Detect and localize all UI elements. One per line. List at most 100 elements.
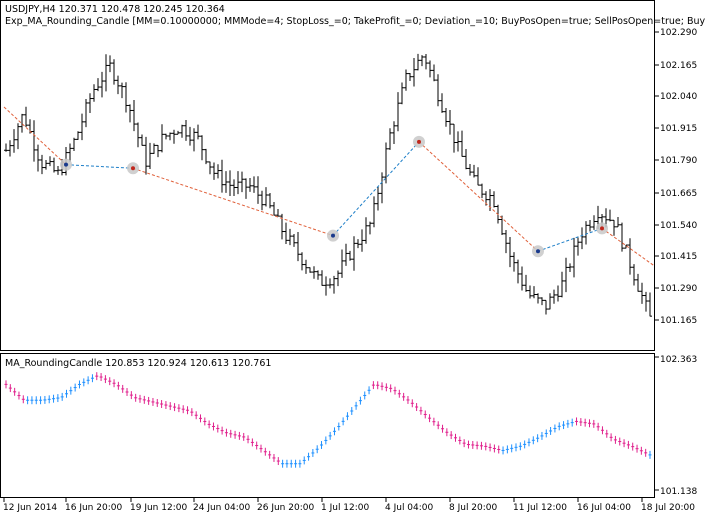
sell-trade-marker[interactable] <box>127 162 139 175</box>
indicator-scale[interactable]: 102.363 101.138 <box>655 355 697 497</box>
indicator-bars-layer <box>4 372 652 468</box>
indicator-bar <box>358 396 362 405</box>
indicator-bar <box>190 408 194 417</box>
trade-connector-line <box>132 167 334 237</box>
candle <box>380 172 384 204</box>
indicator-bar <box>328 431 332 440</box>
candle <box>536 293 540 304</box>
candle <box>92 84 96 102</box>
candle <box>584 221 588 245</box>
sell-trade-marker[interactable] <box>413 135 425 148</box>
candle <box>188 126 192 146</box>
candle <box>552 289 556 304</box>
indicator-bar <box>583 418 587 427</box>
indicator-bar <box>471 441 475 449</box>
candle <box>508 237 512 268</box>
time-label: 26 Jun 20:00 <box>257 503 314 513</box>
buy-trade-marker[interactable] <box>532 245 544 258</box>
candle <box>500 215 504 236</box>
candle <box>372 196 376 228</box>
sell-trade-marker[interactable] <box>596 222 608 235</box>
time-axis[interactable]: 12 Jun 2014 16 Jun 20:00 19 Jun 12:00 24… <box>3 498 695 513</box>
candle <box>572 237 576 278</box>
candle <box>416 53 420 71</box>
candle <box>212 162 216 180</box>
candle <box>208 161 212 175</box>
indicator-bar <box>566 419 570 428</box>
candle <box>276 208 280 217</box>
candle <box>148 142 152 169</box>
indicator-bar <box>523 440 527 449</box>
candle <box>336 270 340 287</box>
candle <box>360 229 364 252</box>
indicator-bar <box>194 411 198 420</box>
indicator-bar <box>622 439 626 448</box>
candle <box>504 230 508 254</box>
indicator-bar <box>281 459 285 468</box>
indicator-bar <box>203 417 207 426</box>
candle <box>432 64 436 82</box>
buy-trade-marker[interactable] <box>327 229 339 242</box>
candle <box>480 183 484 199</box>
indicator-bar <box>229 429 233 438</box>
candle <box>104 54 108 92</box>
candle <box>176 130 180 135</box>
indicator-bar <box>43 395 47 404</box>
indicator-bar <box>8 384 12 393</box>
candle <box>196 124 200 140</box>
indicator-bar <box>553 424 557 433</box>
candle <box>96 78 100 92</box>
candle <box>300 252 304 271</box>
indicator-bar <box>272 453 276 462</box>
indicator-bar <box>445 428 449 437</box>
candle <box>580 227 584 250</box>
candle <box>424 54 428 70</box>
candle <box>116 75 120 95</box>
indicator-bar <box>363 391 367 400</box>
indicator-bar <box>168 402 172 411</box>
candle <box>128 104 132 123</box>
indicator-bar <box>108 377 112 386</box>
candle <box>452 123 456 153</box>
indicator-bar <box>518 442 522 451</box>
indicator-bar <box>454 433 458 442</box>
indicator-bar <box>307 452 311 461</box>
candle <box>156 144 160 158</box>
candle <box>284 222 288 245</box>
indicator-bar <box>644 448 648 457</box>
candle <box>228 170 232 196</box>
candle <box>440 93 444 113</box>
indicator-bar <box>216 424 220 433</box>
indicator-bar <box>367 386 371 395</box>
indicator-bar <box>285 459 289 468</box>
indicator-bar <box>116 381 120 390</box>
candle <box>320 270 324 286</box>
candle <box>88 93 92 114</box>
candle <box>460 130 464 157</box>
indicator-bar <box>337 422 341 431</box>
indicator-bar <box>618 437 622 446</box>
indicator-bar <box>34 396 38 405</box>
indicator-bar <box>635 444 639 453</box>
indicator-bar <box>402 392 406 401</box>
candle <box>84 99 88 128</box>
indicator-bar <box>82 378 86 387</box>
indicator-bar <box>436 421 440 430</box>
indicator-bar <box>596 422 600 431</box>
trade-lines-layer <box>3 106 655 267</box>
price-scale[interactable]: 102.290 102.165 102.040 101.915 101.790 … <box>655 28 697 326</box>
time-label: 11 Jul 12:00 <box>513 503 567 513</box>
candle <box>648 292 652 317</box>
indicator-bar <box>69 386 73 395</box>
candle <box>576 237 580 256</box>
indicator-top-label: 102.363 <box>660 355 697 365</box>
candle <box>436 74 440 107</box>
candle <box>172 129 176 144</box>
indicator-bar <box>86 376 90 385</box>
candle <box>216 164 220 179</box>
candle <box>444 108 448 127</box>
buy-trade-marker[interactable] <box>60 158 72 171</box>
candle <box>288 228 292 246</box>
candle <box>472 164 476 178</box>
